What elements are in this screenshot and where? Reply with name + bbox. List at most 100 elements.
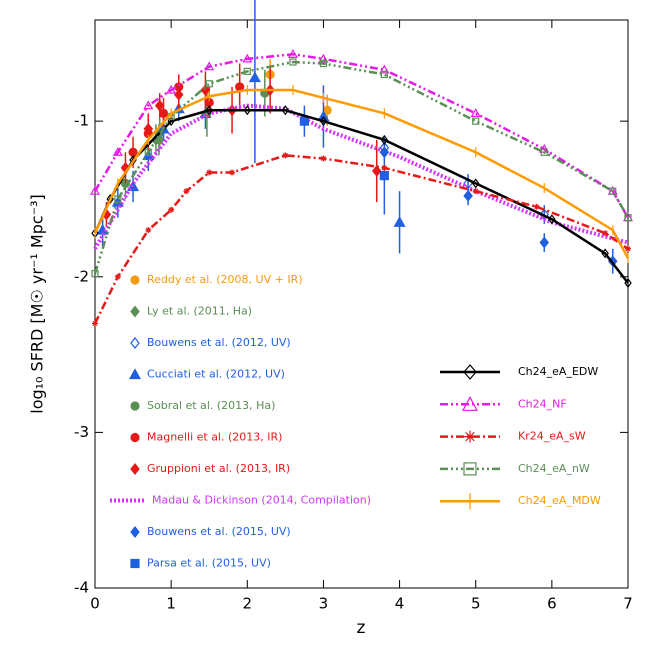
- marker: [539, 236, 550, 249]
- legend-label: Parsa et al. (2015, UV): [147, 557, 271, 570]
- marker: [91, 270, 99, 278]
- marker: [130, 526, 140, 538]
- legend-label: Ly et al. (2011, Ha): [147, 305, 252, 318]
- x-tick-label: 2: [243, 595, 253, 613]
- marker: [130, 275, 140, 285]
- x-axis-label: z: [357, 618, 366, 638]
- series-line: [93, 52, 630, 219]
- marker: [381, 164, 388, 171]
- legend-label: Madau & Dickinson (2014, Compilation): [152, 494, 371, 507]
- marker: [128, 368, 142, 380]
- series-line: [93, 88, 630, 259]
- marker: [200, 84, 211, 96]
- legend-label: Ch24_eA_EDW: [518, 365, 598, 378]
- marker: [144, 148, 152, 156]
- marker: [281, 105, 290, 116]
- y-tick-label: -4: [74, 579, 89, 597]
- marker: [206, 169, 213, 176]
- legend-label: Ch24_eA_nW: [518, 462, 590, 475]
- x-tick-label: 1: [166, 595, 176, 613]
- marker: [625, 245, 631, 252]
- marker: [461, 396, 479, 411]
- marker: [319, 116, 328, 127]
- legend-label: Gruppioni et al. (2013, IR): [147, 462, 290, 475]
- marker: [154, 99, 165, 112]
- legend-label: Ch24_eA_MDW: [518, 494, 601, 507]
- marker: [112, 147, 123, 156]
- x-tick-label: 3: [319, 595, 329, 613]
- legend-label: Magnelli et al. (2013, IR): [147, 431, 282, 444]
- marker: [602, 230, 609, 237]
- series-line: [93, 109, 629, 284]
- marker: [380, 134, 389, 145]
- legend-label: Bouwens et al. (2012, UV): [147, 336, 291, 349]
- marker: [472, 117, 480, 125]
- legend-label: Sobral et al. (2013, Ha): [147, 399, 275, 412]
- marker: [601, 248, 609, 259]
- marker: [173, 88, 184, 101]
- marker: [624, 277, 632, 288]
- marker: [472, 188, 479, 195]
- marker: [183, 188, 190, 195]
- marker: [130, 401, 140, 411]
- marker: [540, 148, 548, 156]
- y-tick-label: -1: [74, 112, 89, 130]
- series-line: [93, 154, 629, 325]
- marker: [624, 214, 632, 222]
- marker: [229, 169, 236, 176]
- marker: [609, 187, 617, 195]
- marker: [205, 105, 213, 116]
- marker: [143, 122, 154, 135]
- x-tick-label: 4: [395, 595, 405, 613]
- marker: [243, 105, 252, 116]
- marker: [145, 227, 152, 234]
- legend-label: Reddy et al. (2008, UV + IR): [147, 273, 303, 286]
- marker: [205, 80, 213, 88]
- marker: [114, 273, 121, 280]
- marker: [379, 171, 389, 181]
- marker: [463, 364, 477, 380]
- series-line: [93, 103, 629, 250]
- marker: [242, 53, 253, 63]
- y-tick-label: -3: [74, 423, 89, 441]
- marker: [158, 108, 169, 118]
- x-tick-label: 7: [623, 595, 633, 613]
- marker: [463, 189, 473, 202]
- marker: [130, 337, 140, 349]
- marker: [92, 320, 98, 327]
- marker: [548, 214, 556, 225]
- plot-frame: [94, 19, 629, 589]
- marker: [380, 70, 388, 79]
- marker: [287, 49, 299, 58]
- marker: [143, 100, 154, 110]
- marker: [248, 71, 261, 83]
- marker: [289, 58, 297, 66]
- marker: [533, 203, 540, 210]
- legend-label: Bouwens et al. (2015, UV): [147, 525, 291, 538]
- marker: [282, 152, 289, 159]
- marker: [299, 116, 309, 126]
- marker: [320, 155, 327, 162]
- marker: [371, 164, 382, 177]
- marker: [470, 108, 481, 117]
- marker: [166, 84, 177, 94]
- marker: [464, 430, 476, 443]
- marker: [243, 67, 251, 75]
- marker: [379, 64, 390, 74]
- marker: [168, 206, 175, 213]
- marker: [204, 61, 215, 71]
- legend-label: Cucciati et al. (2012, UV): [147, 368, 285, 381]
- marker: [114, 195, 122, 203]
- legend-label: Kr24_eA_sW: [518, 430, 586, 443]
- marker: [130, 558, 140, 569]
- marker: [89, 185, 101, 195]
- x-tick-label: 0: [90, 595, 100, 613]
- marker: [130, 305, 140, 318]
- marker: [463, 462, 477, 476]
- marker: [318, 53, 329, 63]
- x-tick-label: 6: [547, 595, 557, 613]
- legend-label: Ch24_NF: [518, 397, 567, 410]
- y-axis-label: log₁₀ SFRD [M☉ yr⁻¹ Mpc⁻³]: [28, 194, 47, 414]
- marker: [130, 432, 140, 443]
